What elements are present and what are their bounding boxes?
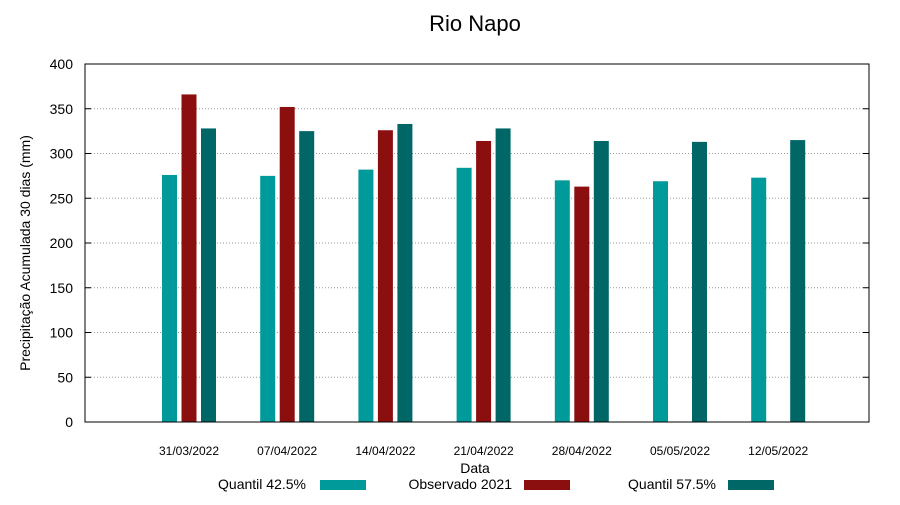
y-tick-label: 50 [57,369,73,385]
legend-label: Quantil 57.5% [628,476,716,492]
y-tick-label: 350 [50,101,74,117]
x-tick-label: 12/05/2022 [748,444,808,458]
bar [751,177,767,422]
bar [692,141,707,423]
bar [495,128,511,422]
legend-swatch [728,480,774,490]
chart-title: Rio Napo [429,11,521,36]
bar [593,140,609,422]
legend-label: Observado 2021 [408,476,512,492]
x-tick-label: 05/05/2022 [650,444,710,458]
y-tick-label: 0 [65,414,73,430]
bar [476,140,492,422]
bar [260,175,276,422]
legend: Quantil 42.5% Observado 2021 Quantil 57.5% [218,476,774,492]
bar [377,130,393,423]
bar [358,169,374,422]
y-tick-label: 300 [50,146,74,162]
bar [201,128,216,422]
bar [162,174,177,422]
y-tick-label: 250 [50,190,74,206]
x-tick-label: 07/04/2022 [257,444,317,458]
legend-swatch [320,480,366,490]
bar [554,180,570,422]
x-axis-ticks: 31/03/2022 07/04/2022 14/04/2022 21/04/2022… [159,444,809,458]
y-tick-label: 400 [50,56,74,72]
x-tick-label: 21/04/2022 [454,444,514,458]
y-tick-label: 100 [50,325,74,341]
bars [162,94,806,423]
legend-label: Quantil 42.5% [218,476,306,492]
y-tick-label: 150 [50,280,74,296]
bar [790,140,806,422]
legend-swatch [524,480,570,490]
bar [653,181,668,422]
y-tick-label: 200 [50,235,74,251]
x-tick-label: 28/04/2022 [552,444,612,458]
bar [299,131,315,422]
bar [279,106,295,423]
y-axis-label: Precipitação Acumulada 30 dias (mm) [17,135,33,371]
x-axis-label: Data [460,460,490,476]
bar [181,94,197,423]
x-tick-label: 14/04/2022 [355,444,415,458]
bar [456,167,472,422]
x-tick-label: 31/03/2022 [159,444,219,458]
y-axis-ticks: 0 50 100 150 200 250 300 350 400 [50,56,869,430]
bar [574,186,590,422]
bar [397,123,413,422]
